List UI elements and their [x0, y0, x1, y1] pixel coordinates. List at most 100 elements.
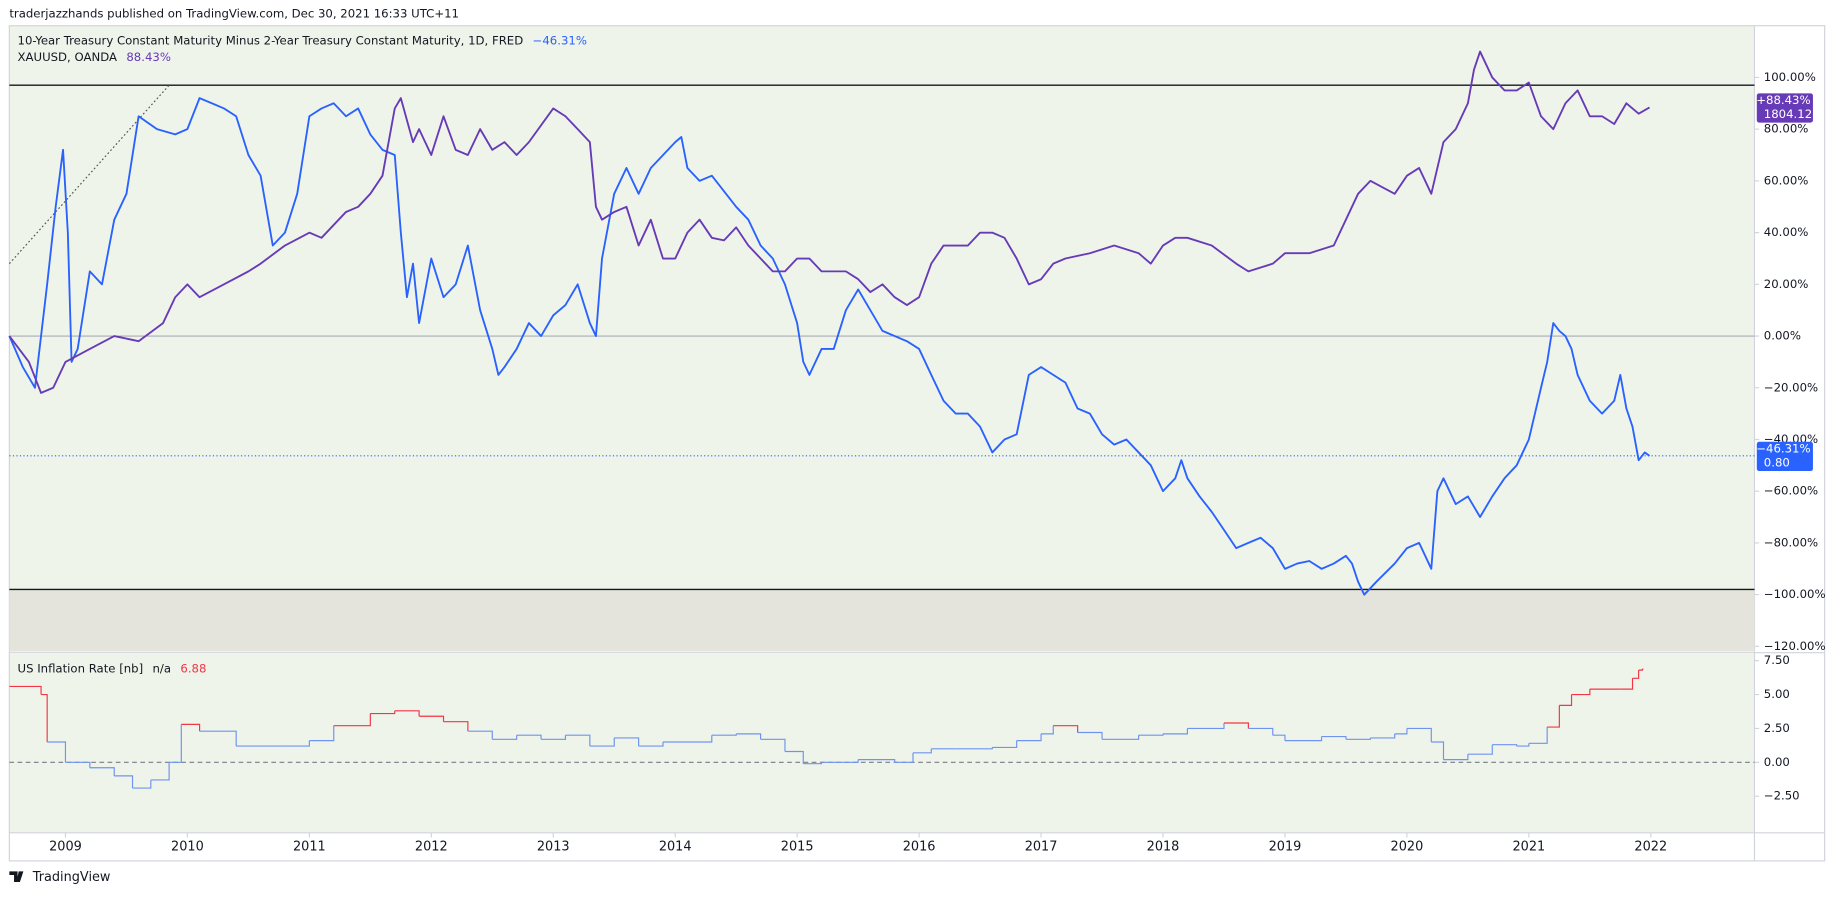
- chart-frame: [8, 25, 1826, 862]
- price-axis-badge: +88.43%1804.12: [1756, 93, 1813, 123]
- step-segment: [467, 730, 493, 740]
- series-line: [8, 97, 1651, 596]
- series-line: [8, 50, 1651, 394]
- step-segment: [1571, 689, 1591, 696]
- legend-name: 10-Year Treasury Constant Maturity Minus…: [18, 33, 524, 47]
- step-segment: [565, 734, 591, 747]
- x-tick-label: 2017: [1025, 839, 1058, 854]
- y-tick-label: −120.00%: [1764, 639, 1826, 653]
- step-segment: [1284, 736, 1323, 742]
- footer-brand: TradingView: [32, 870, 111, 885]
- legend-status: n/a: [153, 662, 172, 676]
- legend-name: XAUUSD, OANDA: [18, 50, 117, 64]
- x-tick-label: 2013: [537, 839, 570, 854]
- step-segment: [541, 735, 567, 740]
- step-segment: [760, 738, 786, 752]
- x-tick-label: 2015: [781, 839, 814, 854]
- step-segment: [1345, 737, 1371, 740]
- x-tick-label: 2009: [49, 839, 82, 854]
- y-tick-label: 0.00%: [1764, 329, 1801, 343]
- step-segment: [89, 767, 115, 776]
- step-segment: [687, 735, 713, 743]
- step-segment: [1163, 728, 1188, 735]
- x-tick-label: 2016: [903, 839, 936, 854]
- badge-percent: −46.31%: [1756, 441, 1810, 455]
- step-segment: [1467, 744, 1493, 755]
- badge-price: 1804.12: [1764, 107, 1812, 121]
- step-segment: [614, 737, 640, 747]
- x-tick-label: 2012: [415, 839, 448, 854]
- x-tick-label: 2021: [1512, 839, 1545, 854]
- step-segment: [1041, 725, 1054, 735]
- step-segment: [1443, 754, 1469, 761]
- step-segment: [114, 775, 134, 789]
- step-segment: [492, 735, 518, 740]
- step-segment: [913, 748, 932, 754]
- step-segment: [1559, 694, 1573, 706]
- step-segment: [736, 733, 762, 740]
- step-segment: [1321, 735, 1347, 740]
- y-tick-label: 0.00: [1764, 755, 1790, 769]
- y-tick-label: 80.00%: [1764, 122, 1809, 136]
- step-segment: [41, 693, 48, 742]
- x-tick-label: 2018: [1147, 839, 1180, 854]
- shaded-zone: [9, 589, 1755, 652]
- step-segment: [169, 724, 182, 763]
- step-segment: [1223, 722, 1249, 729]
- step-segment: [370, 710, 396, 715]
- step-segment: [589, 737, 615, 747]
- step-segment: [1394, 728, 1408, 735]
- trend-line: [8, 84, 170, 265]
- step-segment: [309, 725, 335, 742]
- step-segment: [858, 759, 896, 763]
- legend-value: −46.31%: [533, 33, 587, 47]
- y-tick-label: 40.00%: [1764, 225, 1809, 239]
- tradingview-logo: [9, 871, 24, 882]
- step-segment: [992, 740, 1018, 749]
- step-segment: [1406, 727, 1432, 742]
- x-tick-label: 2011: [293, 839, 326, 854]
- y-tick-label: −20.00%: [1764, 380, 1818, 394]
- badge-box: [1756, 93, 1813, 123]
- step-segment: [821, 759, 859, 763]
- legend-value: 88.43%: [126, 50, 171, 64]
- x-tick-label: 2014: [659, 839, 692, 854]
- step-segment: [132, 779, 152, 789]
- step-segment: [1516, 743, 1530, 747]
- step-segment: [1016, 733, 1042, 742]
- badge-price: 0.80: [1764, 455, 1790, 469]
- y-tick-label: 7.50: [1764, 653, 1790, 667]
- step-segment: [181, 723, 201, 732]
- step-segment: [419, 715, 445, 722]
- y-tick-label: 100.00%: [1764, 70, 1816, 84]
- y-tick-label: −60.00%: [1764, 484, 1818, 498]
- x-tick-label: 2022: [1634, 839, 1667, 854]
- step-segment: [47, 741, 67, 763]
- publish-header: traderjazzhands published on TradingView…: [9, 7, 459, 21]
- step-segment: [1370, 733, 1396, 739]
- x-tick-label: 2020: [1391, 839, 1424, 854]
- step-segment: [784, 750, 804, 764]
- badge-percent: +88.43%: [1756, 93, 1810, 107]
- y-tick-label: 2.50: [1764, 721, 1790, 735]
- step-segment: [284, 740, 310, 747]
- step-segment: [1620, 678, 1634, 690]
- step-segment: [1547, 705, 1560, 728]
- step-segment: [199, 730, 237, 747]
- badge-box: [1756, 441, 1813, 472]
- step-segment: [65, 761, 91, 768]
- lower-pane: [9, 653, 1755, 833]
- legend-value: 6.88: [180, 662, 206, 676]
- step-segment: [1102, 735, 1140, 740]
- step-segment: [150, 762, 170, 781]
- step-segment: [1187, 723, 1225, 730]
- step-segment: [9, 685, 42, 695]
- main-pane: [9, 25, 1755, 652]
- step-segment: [638, 741, 664, 747]
- y-tick-label: 20.00%: [1764, 277, 1809, 291]
- x-tick-label: 2010: [171, 839, 204, 854]
- step-segment: [1272, 734, 1286, 741]
- y-tick-label: 5.00: [1764, 687, 1790, 701]
- step-segment: [443, 721, 469, 732]
